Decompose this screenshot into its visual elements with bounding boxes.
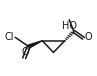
Polygon shape <box>28 41 42 48</box>
Text: O: O <box>21 47 29 57</box>
Text: Cl: Cl <box>5 32 14 42</box>
Text: HO: HO <box>62 21 77 31</box>
Text: O: O <box>84 32 92 42</box>
